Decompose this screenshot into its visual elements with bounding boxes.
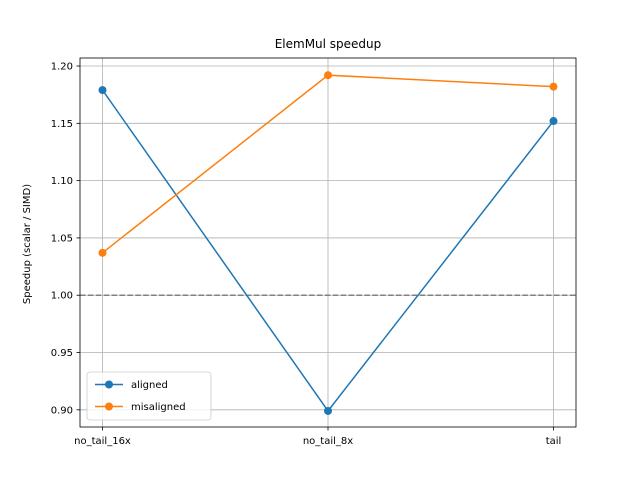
data-point bbox=[549, 82, 558, 91]
y-tick-label: 0.95 bbox=[51, 348, 73, 359]
legend-marker bbox=[105, 402, 113, 411]
y-tick-label: 0.90 bbox=[51, 405, 73, 416]
data-point bbox=[98, 86, 107, 95]
y-tick-label: 1.00 bbox=[51, 291, 73, 302]
x-tick-label: tail bbox=[546, 436, 562, 447]
series-group bbox=[98, 71, 558, 415]
x-axis: no_tail_16x no_tail_8x tail bbox=[74, 427, 561, 447]
y-tick-label: 1.05 bbox=[51, 233, 73, 244]
chart-title: ElemMul speedup bbox=[275, 37, 382, 51]
data-point bbox=[324, 71, 332, 80]
x-tick-label: no_tail_16x bbox=[74, 436, 131, 447]
y-tick-label: 1.10 bbox=[51, 176, 73, 187]
legend-label: aligned bbox=[131, 380, 168, 391]
legend: aligned misaligned bbox=[86, 371, 212, 421]
x-tick-label: no_tail_8x bbox=[303, 436, 353, 447]
y-tick-label: 1.15 bbox=[51, 119, 73, 130]
y-axis: 0.90 0.95 1.00 1.05 1.10 1.15 1.20 bbox=[51, 62, 80, 416]
data-point bbox=[98, 248, 107, 257]
legend-label: misaligned bbox=[131, 402, 186, 413]
series-aligned bbox=[98, 86, 558, 415]
y-tick-label: 1.20 bbox=[51, 62, 73, 73]
legend-marker bbox=[105, 380, 113, 389]
series-misaligned bbox=[98, 71, 558, 257]
y-axis-title: Speedup (scalar / SIMD) bbox=[22, 184, 33, 304]
data-point bbox=[549, 117, 558, 126]
data-point bbox=[324, 406, 332, 415]
